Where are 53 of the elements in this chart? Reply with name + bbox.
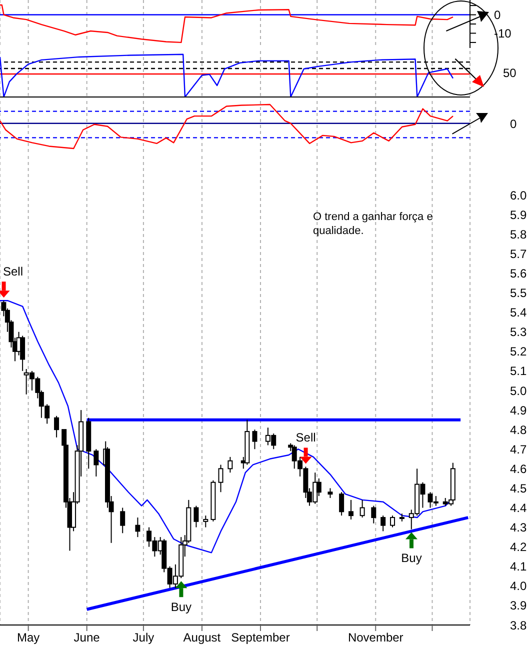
y-tick-label: 5.4 bbox=[510, 306, 528, 320]
y-tick-label: 4.2 bbox=[510, 540, 528, 554]
annotation: Sell bbox=[2, 264, 24, 279]
y-tick-label: 4.5 bbox=[510, 481, 528, 496]
annotation: Buy bbox=[401, 551, 422, 566]
candlestick bbox=[360, 499, 365, 518]
y-tick-label: 5.1 bbox=[510, 364, 528, 378]
x-tick-label: September bbox=[231, 630, 290, 645]
annotation: Sell bbox=[296, 430, 316, 445]
x-tick-label: July bbox=[132, 630, 154, 645]
y-tick-label: 3.9 bbox=[510, 598, 528, 613]
y-tick-label: 5.9 bbox=[510, 208, 528, 222]
y-tick-label: 4.4 bbox=[510, 501, 528, 516]
candlestick bbox=[94, 448, 99, 477]
y-tick-label: 3.8 bbox=[510, 618, 528, 632]
x-tick-label: August bbox=[183, 630, 222, 645]
y-tick-label: 4.8 bbox=[510, 422, 528, 437]
y-tick-label: 4.6 bbox=[510, 462, 528, 476]
candlestick bbox=[390, 515, 396, 528]
candlestick bbox=[348, 499, 354, 520]
text: 50 bbox=[503, 66, 516, 80]
y-tick-label: 4.3 bbox=[510, 520, 528, 535]
annotation: O trend a ganhar força e qualidade. bbox=[313, 210, 434, 238]
y-tick-label: 4.1 bbox=[510, 560, 528, 574]
y-tick-label: 5.0 bbox=[510, 384, 528, 398]
candlestick bbox=[218, 464, 224, 493]
y-tick-label: 5.2 bbox=[510, 344, 528, 359]
line-series bbox=[0, 4, 454, 44]
candlestick bbox=[20, 335, 26, 372]
x-tick-label: May bbox=[16, 630, 40, 645]
candlestick bbox=[203, 515, 208, 528]
candlestick bbox=[135, 517, 140, 538]
y-tick-label: 4.9 bbox=[510, 403, 528, 418]
candlestick bbox=[54, 415, 60, 438]
candlestick bbox=[328, 488, 333, 498]
y-tick-label: 5.8 bbox=[510, 227, 528, 242]
x-tick-label: June bbox=[74, 630, 100, 645]
candlestick bbox=[371, 505, 376, 524]
y-tick-label: 5.7 bbox=[510, 246, 528, 261]
y-tick-label: 5.5 bbox=[510, 286, 528, 300]
candlestick bbox=[120, 507, 126, 534]
y-tick-label: 4.0 bbox=[510, 579, 528, 594]
candlestick bbox=[194, 505, 199, 528]
candlestick bbox=[339, 492, 344, 516]
y-tick-label: 4.7 bbox=[510, 442, 528, 456]
candlestick bbox=[228, 456, 233, 474]
y-tick-label: 5.3 bbox=[510, 325, 528, 340]
annotation: Buy bbox=[170, 600, 192, 614]
x-tick-label: November bbox=[348, 630, 404, 645]
candlestick bbox=[380, 515, 386, 532]
candlestick bbox=[252, 429, 258, 450]
y-tick-label: 6.0 bbox=[510, 188, 528, 202]
y-tick-label: 5.6 bbox=[510, 266, 528, 281]
